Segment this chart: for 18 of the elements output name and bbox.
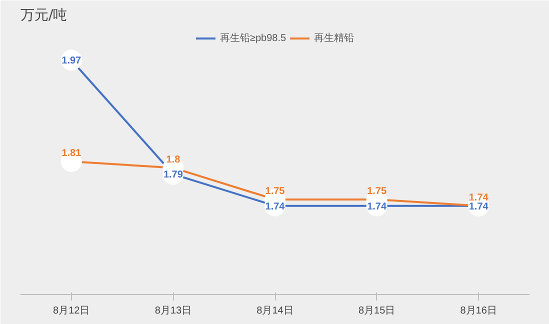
data-label: 1.79 — [163, 170, 184, 181]
x-tick-label: 8月14日 — [256, 306, 294, 316]
data-label: 1.8 — [166, 154, 181, 166]
data-label: 1.74 — [367, 201, 387, 212]
x-tick-label: 8月15日 — [358, 306, 396, 316]
x-tick-label: 8月16日 — [460, 306, 497, 316]
legend-label: 再生精铅 — [314, 32, 354, 45]
data-label: 1.74 — [468, 192, 489, 204]
data-label: 1.75 — [265, 186, 286, 197]
data-label: 1.81 — [62, 148, 82, 159]
data-label: 1.74 — [265, 201, 286, 212]
data-label: 1.97 — [62, 56, 82, 67]
x-tick-label: 8月13日 — [154, 306, 192, 316]
legend-label: 再生铅≥pb98.5 — [220, 32, 286, 45]
chart-title: 万元/吨 — [20, 8, 68, 24]
data-label: 1.74 — [468, 201, 489, 212]
x-tick-label: 8月12日 — [53, 306, 90, 316]
data-label: 1.75 — [367, 186, 387, 197]
